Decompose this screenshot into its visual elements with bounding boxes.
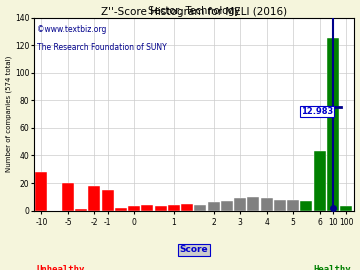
Bar (208, 202, 220, 211)
Bar (301, 201, 312, 211)
Bar (155, 207, 167, 211)
Text: The Research Foundation of SUNY: The Research Foundation of SUNY (37, 43, 166, 52)
Title: Z''-Score Histogram for MELI (2016): Z''-Score Histogram for MELI (2016) (101, 7, 287, 17)
Bar (115, 208, 127, 211)
Bar (194, 205, 206, 211)
Text: Healthy: Healthy (313, 265, 351, 270)
Text: Sector: Technology: Sector: Technology (148, 6, 240, 16)
Bar (62, 183, 74, 211)
Bar (181, 204, 193, 211)
Bar (261, 198, 273, 211)
Bar (168, 205, 180, 211)
Bar (89, 186, 100, 211)
Bar (36, 172, 48, 211)
Bar (128, 207, 140, 211)
Bar (234, 198, 246, 211)
Bar (221, 201, 233, 211)
Bar (287, 200, 299, 211)
Bar (274, 200, 286, 211)
Bar (314, 151, 326, 211)
Bar (340, 207, 352, 211)
Y-axis label: Number of companies (574 total): Number of companies (574 total) (5, 56, 12, 172)
Text: 12.983: 12.983 (301, 107, 333, 116)
Text: Unhealthy: Unhealthy (37, 265, 85, 270)
Bar (102, 190, 114, 211)
Bar (75, 209, 87, 211)
Text: Score: Score (180, 245, 208, 254)
Bar (247, 197, 260, 211)
Bar (141, 205, 153, 211)
Bar (327, 38, 339, 211)
Text: ©www.textbiz.org: ©www.textbiz.org (37, 25, 106, 34)
